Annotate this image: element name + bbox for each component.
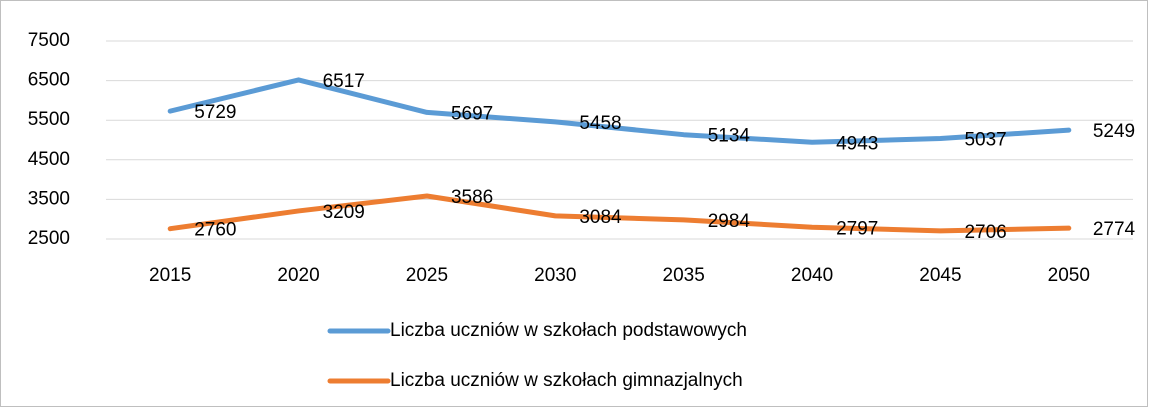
y-tick-label: 2500 — [28, 228, 70, 249]
data-label: 5458 — [579, 113, 621, 134]
data-label: 2797 — [836, 218, 878, 239]
x-tick-label: 2025 — [406, 265, 448, 286]
data-label: 5729 — [194, 102, 236, 123]
data-label: 2984 — [708, 211, 751, 232]
data-label: 5037 — [964, 130, 1006, 151]
data-label: 6517 — [323, 71, 365, 92]
x-tick-label: 2015 — [149, 265, 191, 286]
y-tick-label: 3500 — [28, 188, 70, 209]
y-tick-label: 4500 — [28, 149, 70, 170]
x-tick-label: 2045 — [919, 265, 961, 286]
x-tick-label: 2050 — [1048, 265, 1090, 286]
legend-label: Liczba uczniów w szkołach podstawowych — [390, 320, 747, 341]
data-label: 3586 — [451, 187, 493, 208]
data-label: 2706 — [964, 222, 1006, 243]
y-tick-label: 5500 — [28, 109, 70, 130]
data-label: 3084 — [579, 207, 622, 228]
x-tick-label: 2035 — [663, 265, 705, 286]
data-label: 4943 — [836, 133, 878, 154]
data-label: 2760 — [194, 220, 236, 241]
y-tick-label: 7500 — [28, 30, 70, 51]
data-label: 5134 — [708, 126, 751, 147]
data-label: 2774 — [1093, 219, 1136, 240]
data-label: 5249 — [1093, 121, 1135, 142]
x-tick-label: 2020 — [277, 265, 319, 286]
legend-label: Liczba uczniów w szkołach gimnazjalnych — [390, 370, 743, 391]
series-line — [167, 193, 1072, 234]
series-line — [167, 77, 1072, 145]
x-tick-label: 2040 — [791, 265, 833, 286]
y-tick-label: 6500 — [28, 70, 70, 91]
x-tick-label: 2030 — [534, 265, 576, 286]
data-label: 5697 — [451, 103, 493, 124]
data-label: 3209 — [323, 202, 365, 223]
